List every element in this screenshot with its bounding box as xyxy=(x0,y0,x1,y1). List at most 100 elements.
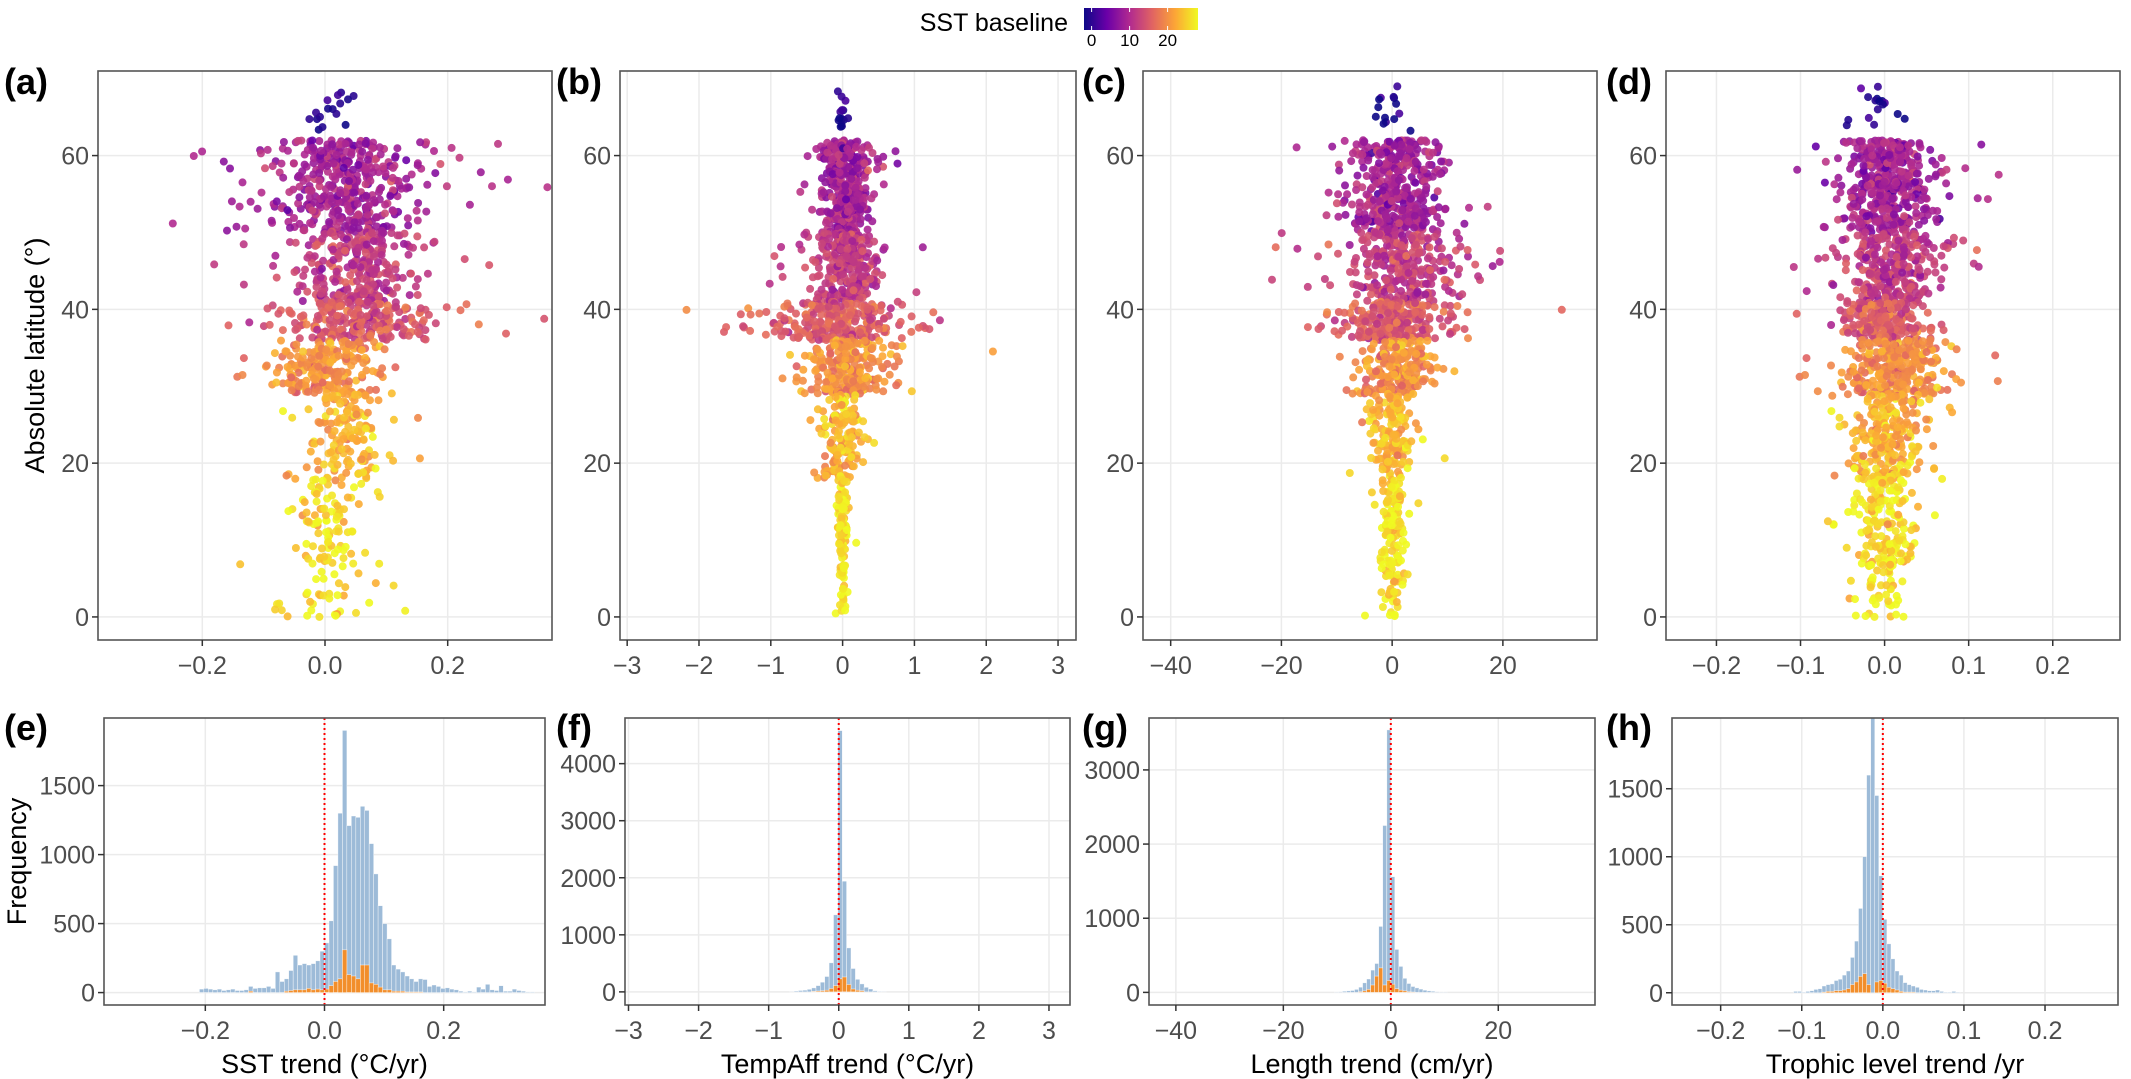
scatter-point xyxy=(1464,334,1472,343)
scatter-point xyxy=(375,492,384,501)
scatter-point xyxy=(379,162,387,171)
scatter-point xyxy=(817,429,826,438)
scatter-point xyxy=(404,221,413,230)
y-axis-title: Absolute latitude (°) xyxy=(20,238,50,474)
scatter-point xyxy=(873,165,881,174)
scatter-point xyxy=(1349,373,1358,382)
scatter-point xyxy=(1937,251,1946,260)
scatter-point xyxy=(795,240,804,249)
scatter-point xyxy=(1377,260,1386,269)
scatter-point xyxy=(326,448,335,457)
y-tick-label: 0 xyxy=(75,604,89,632)
scatter-point xyxy=(918,243,927,252)
scatter-point xyxy=(847,433,856,442)
scatter-point xyxy=(1928,206,1937,215)
scatter-point xyxy=(1437,157,1446,166)
scatter-point xyxy=(226,164,234,173)
scatter-point xyxy=(308,206,317,215)
scatter-point xyxy=(389,581,398,590)
scatter-point xyxy=(376,370,385,379)
scatter-point xyxy=(837,319,846,328)
scatter-point xyxy=(368,432,377,441)
scatter-point xyxy=(168,219,177,228)
scatter-point xyxy=(1357,228,1366,237)
scatter-point xyxy=(1495,257,1504,266)
scatter-point xyxy=(359,359,368,367)
scatter-point xyxy=(295,182,304,191)
scatter-point xyxy=(235,202,244,211)
scatter-point xyxy=(988,347,997,356)
scatter-point xyxy=(295,193,304,202)
scatter-point xyxy=(253,204,262,213)
scatter-point xyxy=(329,455,338,464)
scatter-point xyxy=(329,441,338,450)
scatter-point xyxy=(822,154,831,163)
scatter-point xyxy=(365,286,374,295)
scatter-point xyxy=(1819,222,1828,231)
scatter-point xyxy=(1361,317,1370,326)
scatter-point xyxy=(819,188,828,197)
scatter-point xyxy=(770,252,779,261)
panel-label: (c) xyxy=(1082,61,1126,102)
scatter-point xyxy=(189,152,198,160)
scatter-point xyxy=(312,108,320,117)
scatter-point xyxy=(416,304,425,313)
scatter-point xyxy=(336,99,345,108)
scatter-point xyxy=(494,139,502,148)
scatter-point xyxy=(293,287,302,296)
scatter-point xyxy=(1335,166,1344,175)
y-tick-label: 40 xyxy=(583,296,611,324)
scatter-point xyxy=(413,232,422,241)
scatter-point xyxy=(381,209,389,218)
scatter-point xyxy=(792,373,801,382)
scatter-point xyxy=(1859,239,1868,248)
scatter-point xyxy=(836,521,845,530)
scatter-point xyxy=(851,314,860,323)
scatter-point xyxy=(1332,199,1341,208)
scatter-point xyxy=(826,267,835,276)
scatter-point xyxy=(374,396,383,405)
scatter-point xyxy=(813,389,822,398)
scatter-point xyxy=(811,258,820,266)
scatter-point xyxy=(861,264,870,272)
scatter-point xyxy=(1375,148,1384,157)
scatter-point xyxy=(1433,213,1442,221)
scatter-point xyxy=(1891,165,1900,174)
scatter-point xyxy=(1471,260,1480,269)
scatter-point xyxy=(1379,507,1388,516)
scatter-point xyxy=(393,323,401,332)
x-tick-label: 20 xyxy=(1489,652,1517,680)
scatter-point xyxy=(1411,157,1420,166)
scatter-point xyxy=(283,146,292,155)
scatter-point xyxy=(821,471,830,480)
scatter-point xyxy=(831,230,840,239)
legend-title: SST baseline xyxy=(920,9,1068,37)
scatter-point xyxy=(1381,113,1389,122)
scatter-point xyxy=(348,527,357,536)
scatter-point xyxy=(1369,424,1378,433)
scatter-point xyxy=(1385,611,1394,620)
scatter-point xyxy=(317,567,326,576)
scatter-point xyxy=(318,234,327,243)
scatter-point xyxy=(1936,283,1945,292)
scatter-point xyxy=(1413,288,1422,297)
scatter-point xyxy=(878,271,887,280)
scatter-point xyxy=(1901,197,1910,206)
scatter-point xyxy=(1924,174,1933,183)
scatter-point xyxy=(877,301,886,310)
scatter-point xyxy=(1904,182,1913,191)
scatter-point xyxy=(826,349,835,358)
scatter-point xyxy=(842,477,851,486)
scatter-point xyxy=(1889,141,1898,150)
scatter-point xyxy=(898,342,907,351)
scatter-point xyxy=(925,325,934,334)
scatter-point xyxy=(1370,271,1379,280)
scatter-point xyxy=(879,314,888,323)
scatter-point xyxy=(1431,334,1439,343)
scatter-point xyxy=(1406,126,1415,135)
scatter-point xyxy=(1888,194,1897,203)
x-tick-label: −1 xyxy=(757,652,786,680)
scatter-point xyxy=(365,386,374,394)
scatter-point xyxy=(875,336,884,345)
scatter-point xyxy=(388,289,397,298)
